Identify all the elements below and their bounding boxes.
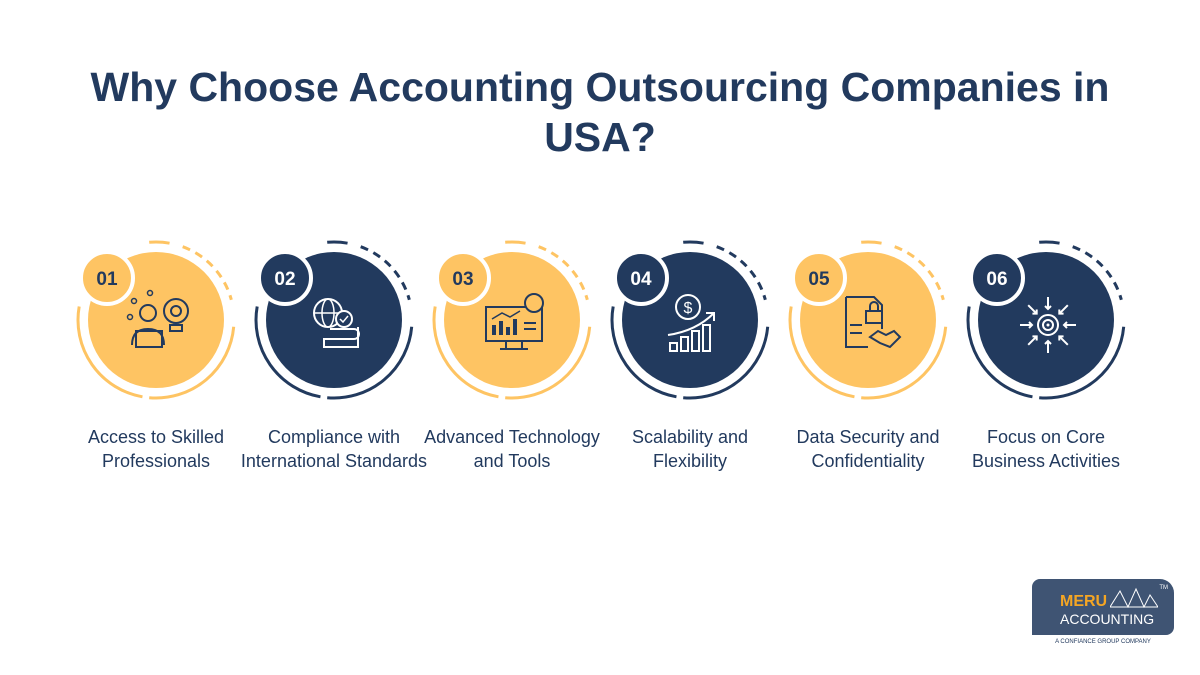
solid-arc (966, 306, 1033, 399)
dashed-arc (1072, 245, 1123, 301)
solid-arc-top (861, 240, 882, 245)
number-badge (79, 250, 135, 306)
solid-arc (788, 306, 855, 399)
monitor-chart-icon (485, 293, 544, 350)
page-title: Why Choose Accounting Outsourcing Compan… (0, 62, 1200, 162)
title-line-2: USA? (544, 114, 656, 160)
meru-accounting-logo: MERU TM ACCOUNTING (1032, 579, 1174, 635)
feature-circle: 06 (966, 240, 1126, 400)
feature-circle: 05 (788, 240, 948, 400)
number-text: 05 (808, 269, 830, 290)
feature-label: Advanced Technology and Tools (424, 427, 600, 471)
number-text: 06 (986, 269, 1007, 290)
mountain-icon (1110, 587, 1158, 609)
person-lightbulb-gear-icon (126, 289, 189, 348)
solid-arc-bottom (861, 326, 948, 400)
feature-label: Focus on Core Business Activities (971, 427, 1121, 471)
title-line-1: Why Choose Accounting Outsourcing Compan… (90, 64, 1110, 110)
solid-arc (254, 306, 321, 399)
number-text: 04 (630, 269, 652, 290)
feature-circle: 03 (432, 240, 592, 400)
solid-arc-top (327, 240, 348, 245)
solid-arc-top (683, 240, 704, 245)
solid-arc-bottom (327, 326, 414, 400)
globe-certificate-icon (313, 298, 360, 348)
logo-text-meru: MERU (1060, 593, 1108, 610)
dashed-arc (182, 245, 233, 301)
solid-arc (432, 306, 499, 399)
number-badge (791, 250, 847, 306)
number-badge (969, 250, 1025, 306)
dashed-arc (894, 245, 945, 301)
solid-arc (610, 306, 677, 399)
number-badge (613, 250, 669, 306)
svg-text:$: $ (684, 300, 693, 317)
logo-tagline: A CONFIANCE GROUP COMPANY (1055, 639, 1151, 645)
trademark: TM (1159, 585, 1168, 591)
logo-text-accounting: ACCOUNTING (1060, 611, 1155, 627)
dashed-arc (716, 245, 767, 301)
number-badge (257, 250, 313, 306)
feature-item-06: 06 Focus on Core Business Activities (957, 235, 1135, 515)
number-badge (435, 250, 491, 306)
dollar-growth-chart-icon: $ (667, 294, 715, 352)
feature-label: Compliance with International Standards (240, 427, 428, 471)
solid-arc-top (505, 240, 526, 245)
solid-arc (76, 306, 143, 399)
solid-arc-top (149, 240, 170, 245)
feature-circle: 02 (254, 240, 414, 400)
solid-arc-bottom (1039, 326, 1126, 400)
number-text: 03 (452, 269, 473, 290)
feature-label: Access to Skilled Professionals (87, 427, 225, 471)
feature-item-04: $ 04 Scalability and Flexibility (601, 235, 779, 515)
feature-item-03: 03 Advanced Technology and Tools (423, 235, 601, 515)
dashed-arc (538, 245, 589, 301)
feature-circle: 01 (76, 240, 236, 400)
target-arrows-icon (1020, 297, 1076, 353)
document-lock-handshake-icon (845, 296, 902, 349)
feature-item-05: 05 Data Security and Confidentiality (779, 235, 957, 515)
solid-arc-bottom (505, 326, 592, 400)
feature-item-02: 02 Compliance with International Standar… (241, 235, 427, 515)
number-text: 01 (96, 269, 118, 290)
number-text: 02 (274, 269, 295, 290)
solid-arc-bottom (149, 326, 236, 400)
feature-label: Scalability and Flexibility (631, 427, 749, 471)
feature-item-01: 01 Access to Skilled Professionals (67, 235, 245, 515)
feature-label: Data Security and Confidentiality (796, 427, 940, 471)
solid-arc-top (1039, 240, 1060, 245)
dashed-arc (360, 245, 411, 301)
solid-arc-bottom (683, 326, 770, 400)
feature-circle: $ 04 (610, 240, 770, 400)
